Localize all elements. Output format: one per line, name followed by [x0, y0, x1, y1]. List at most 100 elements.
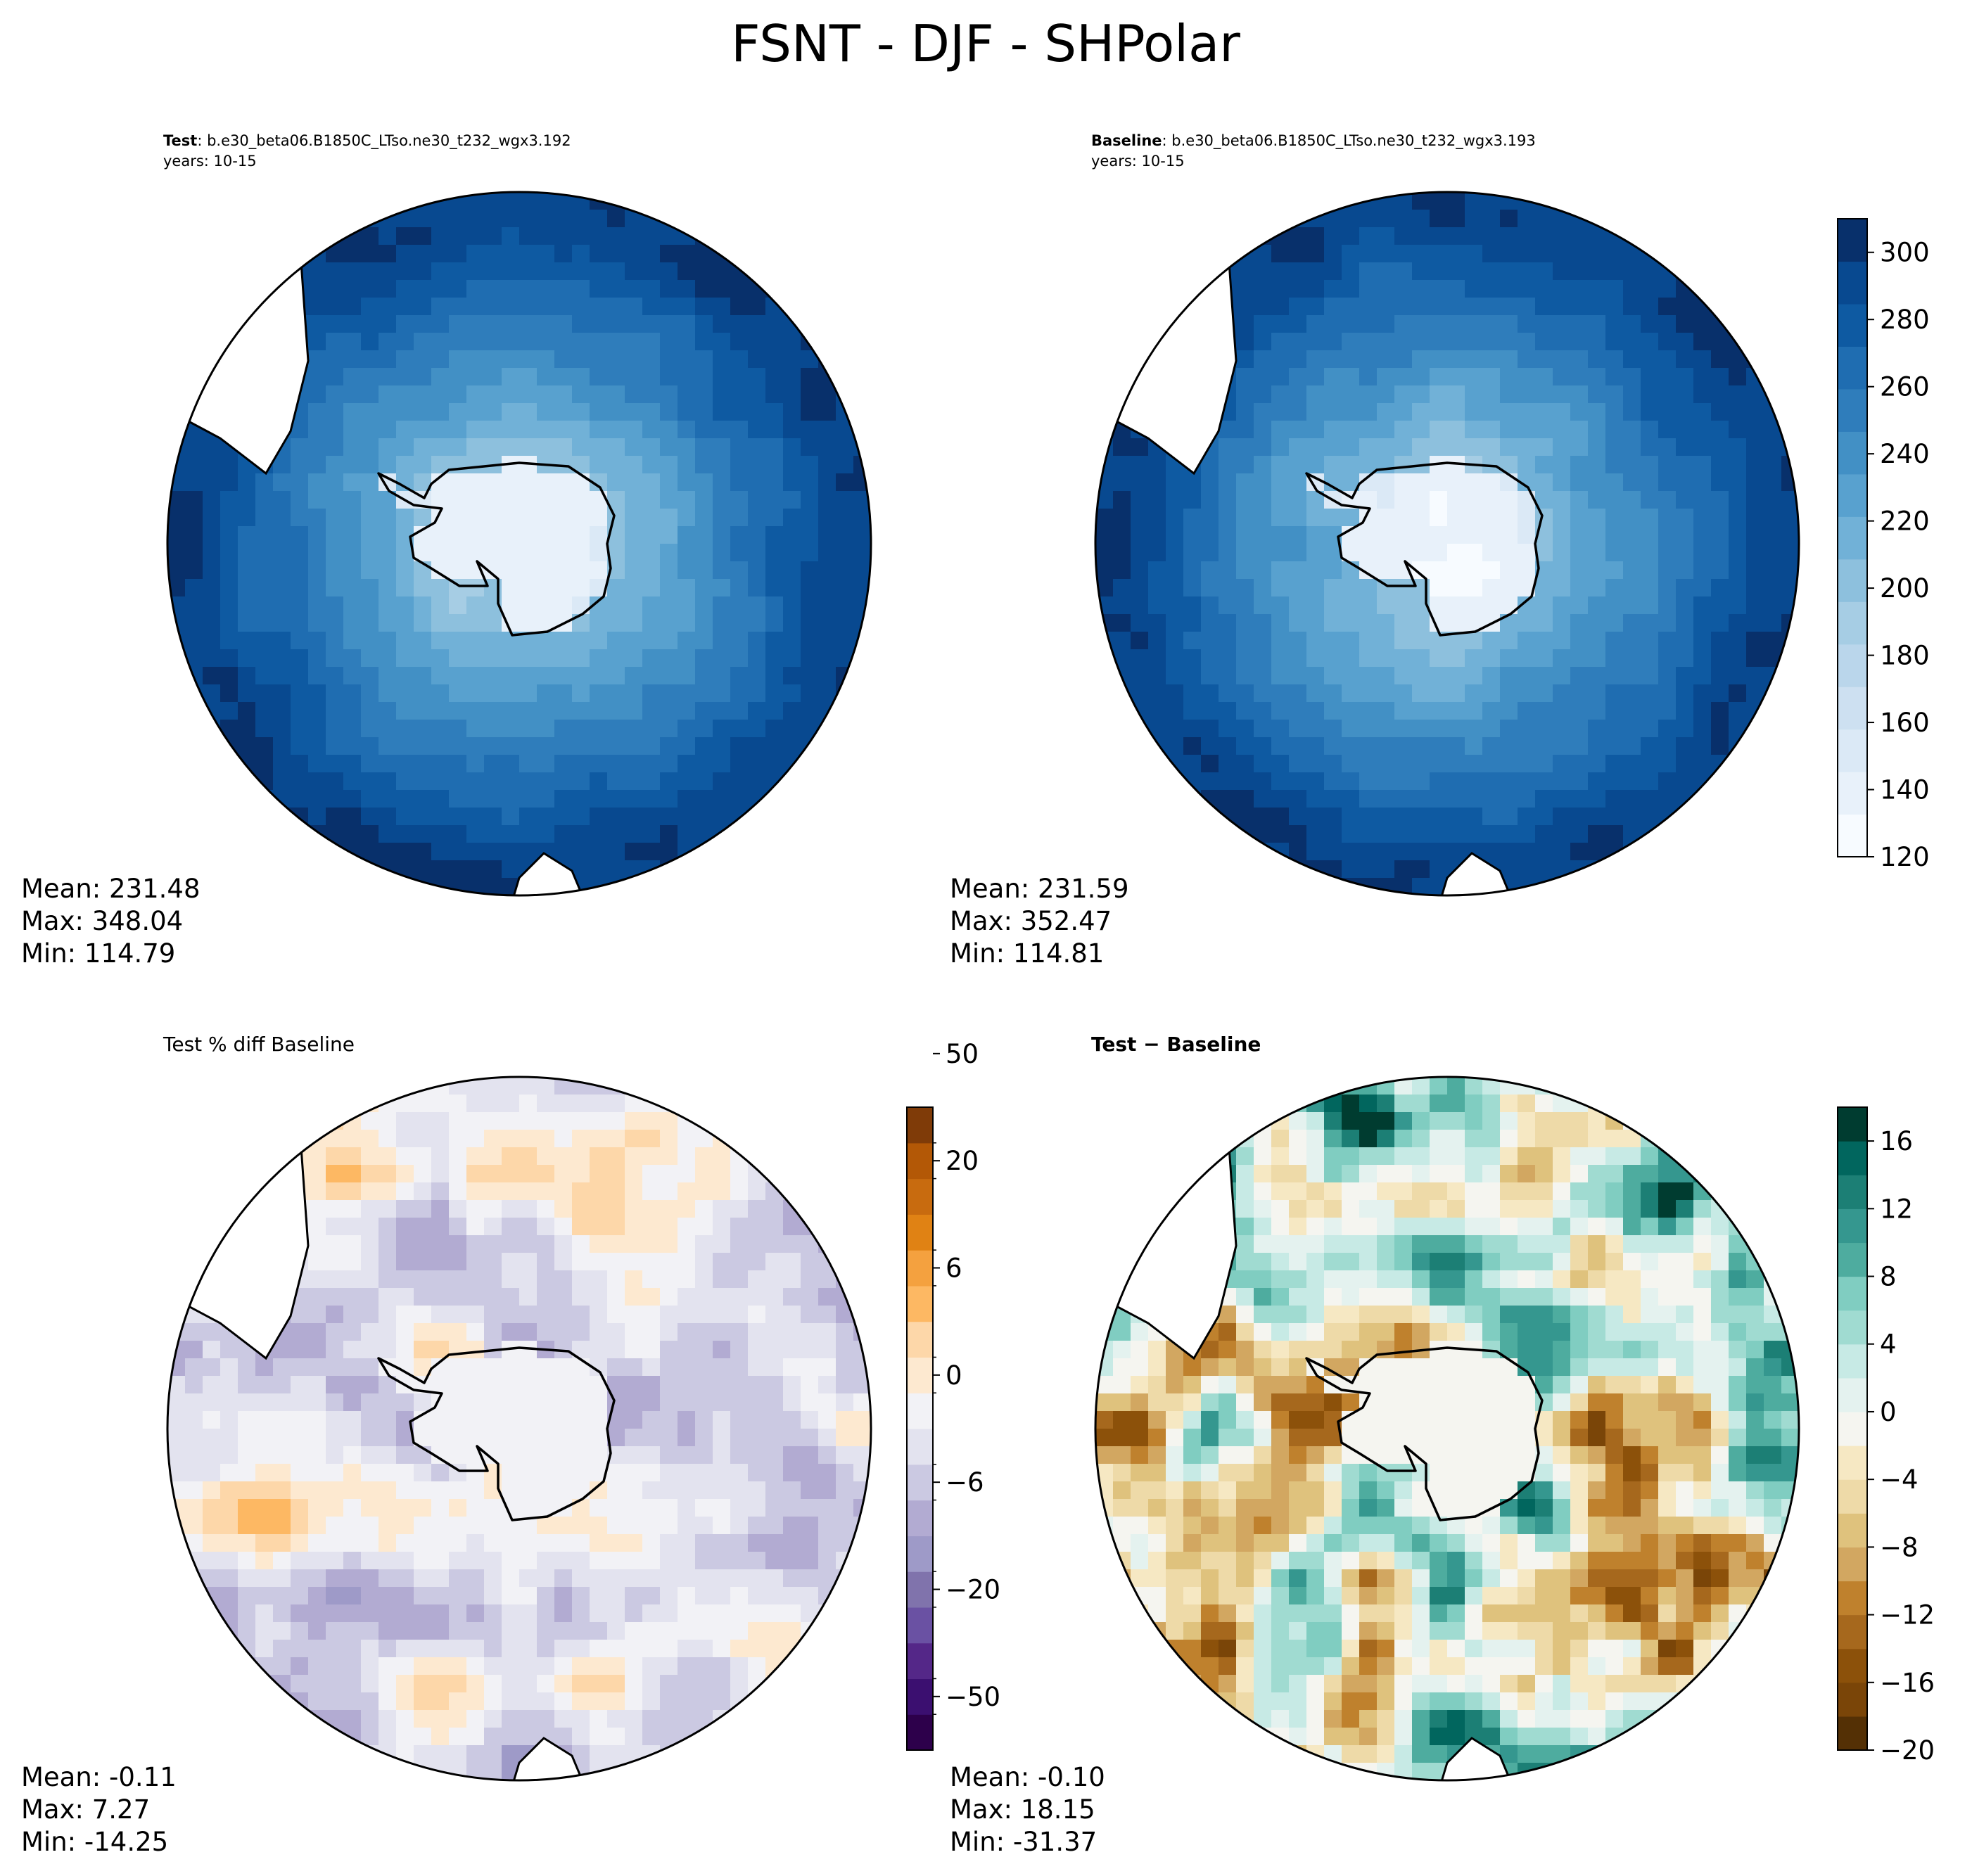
- field-cell: [519, 1657, 537, 1676]
- field-cell: [660, 1534, 678, 1552]
- field-cell: [1377, 333, 1395, 351]
- field-cell: [1148, 614, 1166, 632]
- field-cell: [502, 1095, 520, 1113]
- field-cell: [1342, 614, 1360, 632]
- field-cell: [801, 385, 819, 404]
- field-cell: [519, 1481, 537, 1500]
- field-cell: [1605, 333, 1624, 351]
- field-cell: [396, 227, 414, 245]
- field-cell: [537, 210, 555, 228]
- field-cell: [414, 1587, 432, 1605]
- field-cell: [291, 526, 309, 544]
- field-cell: [1500, 1393, 1518, 1412]
- field-cell: [695, 1710, 713, 1728]
- field-cell: [554, 1200, 573, 1218]
- field-cell: [801, 1393, 819, 1412]
- field-cell: [273, 544, 291, 562]
- field-cell: [1641, 808, 1659, 826]
- field-cell: [1447, 1552, 1465, 1570]
- field-cell: [1447, 333, 1465, 351]
- field-cell: [537, 702, 555, 720]
- field-cell: [1254, 1517, 1272, 1535]
- panel-title-diff: Test − Baseline: [1091, 1033, 1261, 1056]
- field-cell: [1693, 561, 1712, 580]
- field-cell: [1113, 509, 1131, 527]
- field-cell: [801, 1253, 819, 1271]
- field-cell: [537, 1358, 555, 1377]
- field-cell: [1535, 280, 1553, 298]
- field-cell: [1729, 1200, 1747, 1218]
- field-cell: [1289, 1446, 1307, 1465]
- field-cell: [431, 1552, 450, 1570]
- field-cell: [765, 438, 784, 457]
- field-cell: [519, 280, 537, 298]
- field-cell: [431, 808, 450, 826]
- field-cell: [449, 1657, 467, 1676]
- field-cell: [1553, 526, 1571, 544]
- field-cell: [590, 509, 608, 527]
- field-cell: [238, 720, 256, 738]
- field-cell: [326, 1288, 344, 1306]
- field-cell: [1131, 579, 1149, 597]
- field-cell: [1271, 456, 1290, 474]
- field-cell: [1306, 667, 1325, 685]
- field-cell: [1447, 315, 1465, 333]
- field-cell: [1131, 667, 1149, 685]
- field-cell: [748, 509, 766, 527]
- field-cell: [590, 245, 608, 263]
- field-cell: [801, 473, 819, 492]
- field-cell: [748, 1622, 766, 1640]
- field-cell: [1219, 438, 1237, 457]
- field-cell: [1447, 1429, 1465, 1447]
- field-cell: [519, 1270, 537, 1289]
- field-cell: [326, 1218, 344, 1236]
- field-cell: [291, 1376, 309, 1394]
- field-cell: [801, 438, 819, 457]
- field-cell: [466, 1534, 485, 1552]
- field-cell: [572, 421, 590, 439]
- field-cell: [1113, 1499, 1131, 1517]
- field-cell: [396, 1569, 414, 1588]
- field-cell: [1166, 1393, 1184, 1412]
- field-cell: [238, 1587, 256, 1605]
- field-cell: [1676, 491, 1694, 509]
- field-cell: [1623, 385, 1641, 404]
- field-cell: [660, 1358, 678, 1377]
- field-cell: [343, 596, 362, 615]
- field-cell: [607, 755, 625, 773]
- field-cell: [1412, 1429, 1430, 1447]
- field-cell: [853, 1534, 871, 1552]
- field-cell: [1500, 596, 1518, 615]
- field-cell: [1324, 350, 1342, 369]
- field-cell: [1711, 579, 1729, 597]
- field-cell: [1219, 1517, 1237, 1535]
- field-cell: [642, 1534, 661, 1552]
- field-cell: [1254, 1147, 1272, 1166]
- field-cell: [678, 1587, 696, 1605]
- field-cell: [466, 1323, 485, 1341]
- field-cell: [1201, 596, 1219, 615]
- field-cell: [502, 438, 520, 457]
- field-cell: [1518, 1517, 1536, 1535]
- field-cell: [414, 1710, 432, 1728]
- field-cell: [449, 1569, 467, 1588]
- field-cell: [1500, 1306, 1518, 1324]
- field-cell: [730, 755, 749, 773]
- field-cell: [1236, 702, 1254, 720]
- field-cell: [1676, 1306, 1694, 1324]
- field-cell: [590, 1552, 608, 1570]
- field-cell: [642, 1288, 661, 1306]
- field-cell: [1306, 403, 1325, 421]
- field-cell: [449, 491, 467, 509]
- field-cell: [572, 1710, 590, 1728]
- field-cell: [1447, 1165, 1465, 1183]
- field-cell: [1289, 491, 1307, 509]
- field-cell: [1306, 456, 1325, 474]
- field-cell: [1588, 280, 1606, 298]
- field-cell: [1131, 473, 1149, 492]
- field-cell: [1342, 1270, 1360, 1289]
- field-cell: [765, 1393, 784, 1412]
- field-cell: [730, 1429, 749, 1447]
- field-cell: [1729, 1446, 1747, 1465]
- field-cell: [466, 1517, 485, 1535]
